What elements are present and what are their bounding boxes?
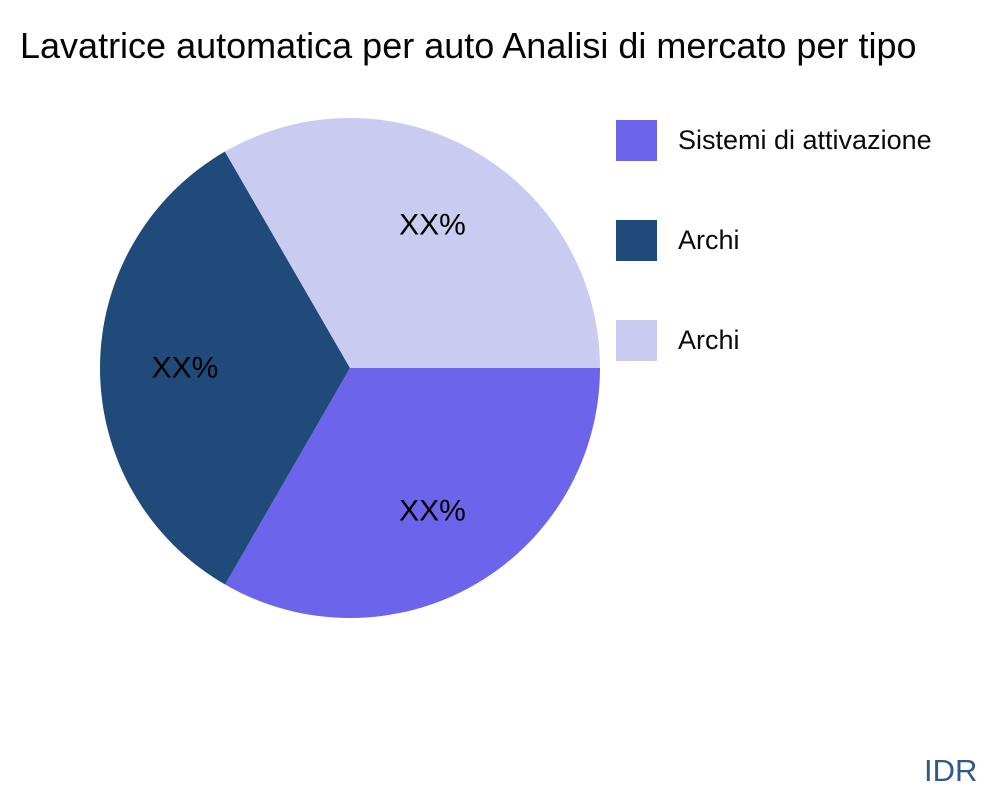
pie-slice-2	[100, 151, 351, 585]
legend-item-1: Sistemi di attivazione	[616, 120, 932, 161]
legend-item-3: Archi	[616, 320, 932, 361]
legend-label: Sistemi di attivazione	[678, 125, 932, 155]
legend-item-2: Archi	[616, 220, 932, 261]
pie-percent-label: XX%	[399, 209, 466, 242]
pie-percent-label: XX%	[399, 494, 466, 527]
pie-slice-3	[224, 118, 600, 369]
legend-swatch	[616, 320, 657, 361]
watermark-idr: IDR	[924, 753, 978, 788]
legend-label: Archi	[678, 225, 740, 255]
pie-slice-1	[225, 368, 601, 618]
legend: Sistemi di attivazione Archi Archi	[616, 120, 932, 420]
legend-swatch	[616, 220, 657, 261]
chart-title: Lavatrice automatica per auto Analisi di…	[20, 25, 917, 66]
legend-swatch	[616, 120, 657, 161]
legend-label: Archi	[678, 325, 740, 355]
pie-percent-label: XX%	[152, 352, 219, 385]
